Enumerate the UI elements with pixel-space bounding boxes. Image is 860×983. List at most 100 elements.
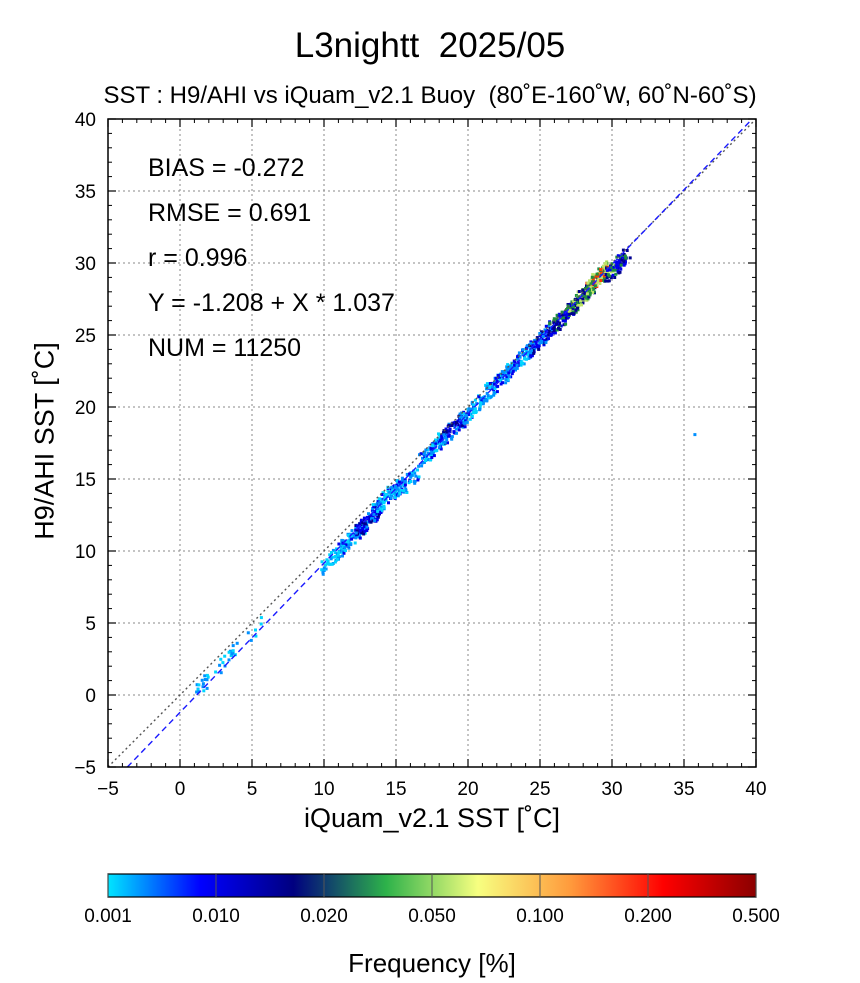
density-cell	[608, 268, 612, 272]
density-cell	[613, 276, 617, 279]
density-cell	[423, 450, 427, 454]
density-cell	[492, 390, 496, 394]
density-cell	[478, 408, 482, 412]
stat-count: NUM = 11250	[148, 334, 302, 362]
density-cell	[350, 534, 354, 538]
density-cell	[505, 375, 509, 379]
density-cell	[547, 330, 551, 333]
density-cell	[450, 435, 454, 439]
density-cell	[611, 267, 615, 270]
density-cell	[537, 347, 541, 351]
density-cell	[571, 300, 575, 304]
density-cell	[398, 491, 402, 495]
density-cell	[371, 519, 375, 523]
density-cell	[387, 501, 390, 505]
density-cell	[576, 306, 579, 310]
density-cell	[368, 517, 372, 521]
density-cell	[352, 534, 356, 538]
density-cell	[227, 658, 231, 662]
density-cell	[350, 537, 354, 541]
density-cell	[588, 293, 592, 297]
statistics-panel: BIAS = -0.272 RMSE = 0.691 r = 0.996 Y =…	[148, 146, 395, 371]
density-cell	[571, 305, 575, 309]
density-cell	[506, 363, 510, 367]
density-cell	[557, 326, 560, 330]
density-cell	[444, 427, 448, 431]
density-cell	[214, 670, 218, 674]
density-cell	[333, 560, 337, 564]
density-cell	[413, 481, 417, 485]
density-cell	[495, 380, 499, 383]
density-cell	[197, 683, 201, 687]
density-cell	[488, 382, 492, 385]
density-cell	[409, 475, 413, 479]
density-cell	[605, 276, 609, 280]
density-cell	[355, 529, 359, 533]
axis-ticks: −5 0 5 10 15 20 25 30 35 40 −5 0 5 10 15 20 25 30 35 40	[74, 110, 766, 800]
density-cell	[603, 266, 607, 270]
density-cell	[362, 530, 366, 533]
grid-lines	[108, 119, 756, 767]
density-cell	[485, 382, 489, 386]
density-cell	[377, 512, 381, 516]
density-cell	[576, 308, 580, 312]
density-cell	[431, 446, 435, 450]
density-cell	[409, 480, 413, 483]
density-cell	[434, 444, 437, 448]
density-cell	[591, 273, 595, 277]
density-cell	[431, 451, 435, 455]
density-cell	[563, 319, 567, 323]
x-tick-label: −5	[97, 779, 119, 800]
density-cell	[393, 496, 397, 499]
density-cell	[380, 509, 384, 513]
density-cell	[529, 348, 533, 352]
density-cell	[450, 422, 454, 426]
density-cell	[371, 517, 375, 520]
density-cell	[511, 363, 515, 367]
density-cell	[604, 269, 608, 273]
density-cell	[421, 456, 424, 460]
density-cell	[509, 364, 513, 368]
density-cell	[373, 519, 377, 523]
density-cell	[561, 316, 565, 320]
density-cell	[405, 472, 409, 476]
density-cell	[320, 568, 324, 572]
density-cell	[347, 546, 351, 550]
density-cell	[592, 287, 596, 291]
density-cell	[558, 328, 562, 331]
density-cell	[340, 539, 344, 542]
density-cell	[379, 505, 383, 509]
density-cell	[544, 324, 548, 328]
density-cell	[453, 420, 457, 424]
density-cell	[544, 341, 548, 344]
density-cell	[434, 438, 437, 442]
density-cell	[548, 321, 552, 325]
density-cell	[529, 355, 533, 359]
density-cell	[458, 424, 462, 428]
density-cell	[461, 412, 465, 416]
density-cell	[614, 264, 618, 268]
density-cell	[582, 292, 586, 296]
density-cell	[468, 417, 472, 421]
density-cell	[439, 439, 443, 442]
density-cell	[487, 396, 491, 400]
density-cell	[350, 529, 354, 533]
density-cell	[344, 549, 348, 553]
colorbar-tick-label: 0.010	[192, 906, 240, 927]
density-cell	[602, 274, 606, 278]
density-cell	[560, 316, 564, 320]
density-cell	[588, 291, 592, 295]
density-cell	[599, 279, 603, 282]
density-cell	[521, 361, 525, 365]
density-cell	[619, 263, 623, 267]
density-cell	[562, 311, 566, 315]
density-cell	[546, 324, 550, 328]
density-cell	[518, 354, 522, 358]
density-cell	[557, 324, 561, 328]
y-tick-label: 15	[75, 470, 96, 491]
density-cell	[529, 341, 533, 345]
density-cell	[473, 407, 477, 411]
density-cell	[354, 536, 358, 540]
colorbar-tick-label: 0.001	[84, 906, 132, 927]
density-cell	[548, 327, 552, 331]
